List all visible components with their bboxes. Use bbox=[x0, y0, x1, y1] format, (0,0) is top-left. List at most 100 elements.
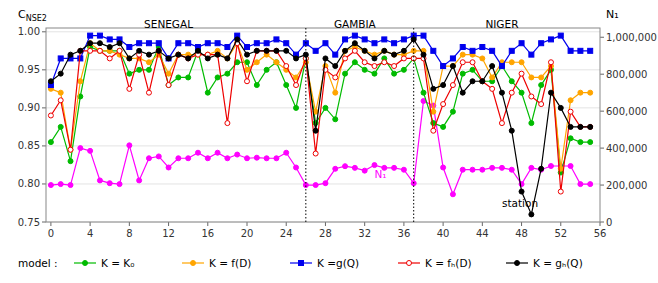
point bbox=[68, 159, 73, 164]
point bbox=[215, 75, 220, 80]
point bbox=[88, 41, 93, 46]
point bbox=[441, 83, 446, 88]
point bbox=[578, 124, 583, 129]
tick bbox=[286, 222, 287, 226]
point bbox=[333, 64, 338, 69]
point bbox=[441, 64, 446, 69]
point bbox=[372, 71, 377, 76]
point bbox=[490, 165, 495, 170]
tick-label: 1.00 bbox=[18, 26, 40, 37]
point bbox=[176, 75, 181, 80]
point bbox=[274, 48, 279, 53]
point bbox=[88, 148, 93, 153]
point bbox=[431, 128, 436, 133]
point bbox=[401, 167, 406, 172]
point bbox=[382, 48, 387, 53]
point bbox=[146, 41, 151, 46]
point bbox=[343, 48, 348, 53]
point bbox=[58, 90, 63, 95]
point bbox=[176, 41, 181, 46]
point bbox=[78, 48, 83, 53]
point bbox=[254, 48, 259, 53]
tick bbox=[600, 185, 604, 186]
point bbox=[470, 67, 475, 72]
point bbox=[352, 33, 357, 38]
point bbox=[450, 56, 455, 61]
point bbox=[558, 105, 563, 110]
point bbox=[519, 41, 524, 46]
point bbox=[352, 60, 357, 65]
point bbox=[509, 90, 514, 95]
point bbox=[548, 164, 553, 169]
point bbox=[294, 56, 299, 61]
tick-label: 0 bbox=[48, 228, 54, 239]
point bbox=[362, 168, 367, 173]
tick bbox=[600, 222, 604, 223]
annotation: NIGER bbox=[485, 18, 518, 30]
point bbox=[509, 48, 514, 53]
point bbox=[539, 167, 544, 172]
tick bbox=[42, 183, 46, 184]
point bbox=[176, 156, 181, 161]
point bbox=[509, 79, 514, 84]
point bbox=[539, 83, 544, 88]
point bbox=[205, 156, 210, 161]
point bbox=[205, 41, 210, 46]
point bbox=[88, 48, 93, 53]
tick bbox=[600, 148, 604, 149]
point bbox=[392, 52, 397, 57]
point bbox=[460, 52, 465, 57]
point bbox=[539, 41, 544, 46]
point bbox=[558, 189, 563, 194]
tick-label: 200,000 bbox=[606, 180, 647, 191]
tick-label: 800,000 bbox=[606, 69, 647, 80]
point bbox=[68, 52, 73, 57]
point bbox=[529, 94, 534, 99]
point bbox=[195, 48, 200, 53]
legend-marker bbox=[83, 261, 88, 266]
point bbox=[539, 102, 544, 107]
point bbox=[450, 64, 455, 69]
point bbox=[352, 48, 357, 53]
point bbox=[372, 163, 377, 168]
point bbox=[264, 41, 269, 46]
point bbox=[490, 64, 495, 69]
legend-label: K = fₕ(D) bbox=[425, 257, 472, 269]
point bbox=[294, 105, 299, 110]
legend-label: K = gₕ(Q) bbox=[533, 257, 583, 269]
point bbox=[578, 90, 583, 95]
point bbox=[313, 183, 318, 188]
point bbox=[392, 52, 397, 57]
point bbox=[529, 165, 534, 170]
point bbox=[215, 52, 220, 57]
tick-label: 0 bbox=[606, 217, 612, 228]
point bbox=[225, 156, 230, 161]
point bbox=[568, 48, 573, 53]
point bbox=[107, 56, 112, 61]
point bbox=[205, 56, 210, 61]
point bbox=[137, 178, 142, 183]
point bbox=[186, 56, 191, 61]
point bbox=[166, 83, 171, 88]
series-line bbox=[51, 36, 590, 85]
point bbox=[362, 48, 367, 53]
point bbox=[499, 165, 504, 170]
point bbox=[470, 60, 475, 65]
point bbox=[352, 165, 357, 170]
point bbox=[323, 41, 328, 46]
point bbox=[225, 56, 230, 61]
point bbox=[323, 56, 328, 61]
point bbox=[372, 41, 377, 46]
point bbox=[372, 64, 377, 69]
point bbox=[588, 124, 593, 129]
plot-frame bbox=[46, 28, 600, 222]
tick-label: 1,000,000 bbox=[606, 32, 657, 43]
point bbox=[431, 86, 436, 91]
point bbox=[156, 48, 161, 53]
point bbox=[509, 167, 514, 172]
point bbox=[333, 52, 338, 57]
tick-label: 32 bbox=[358, 228, 371, 239]
tick bbox=[403, 222, 404, 226]
point bbox=[274, 37, 279, 42]
point bbox=[588, 182, 593, 187]
